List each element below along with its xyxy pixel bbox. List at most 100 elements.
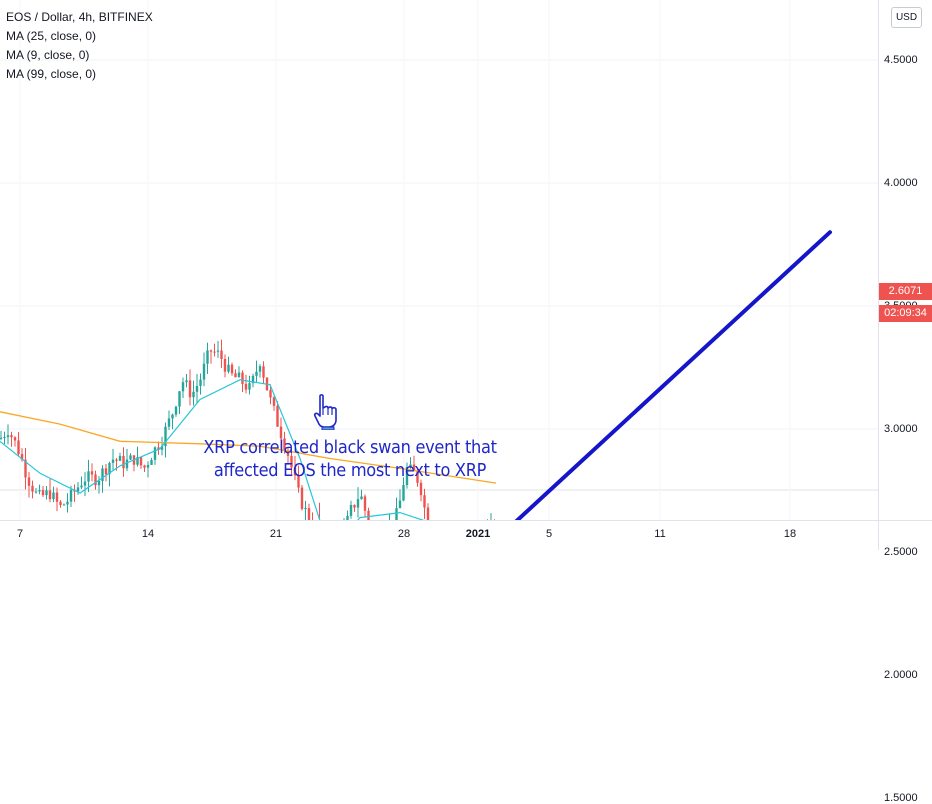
candle-down <box>115 459 118 461</box>
candle-up <box>202 363 206 380</box>
candle-up <box>129 455 132 460</box>
time-tick-label: 28 <box>397 528 411 540</box>
candle-up <box>136 457 139 465</box>
candle-down <box>279 426 283 439</box>
candle-up <box>45 490 48 496</box>
candle-down <box>94 474 97 486</box>
price-tick-label: 2.0000 <box>884 669 918 681</box>
candle-down <box>41 490 45 496</box>
candle-up <box>76 487 80 492</box>
candle-up <box>178 391 181 407</box>
ma-lines <box>0 379 497 554</box>
candle-up <box>87 471 90 482</box>
candle-down <box>412 464 416 471</box>
candle-up <box>111 459 115 463</box>
candle-down <box>59 501 62 505</box>
candle-up <box>206 350 209 364</box>
candle-up <box>395 508 398 527</box>
ma-25-line <box>0 379 497 554</box>
candle-up <box>164 426 167 447</box>
candle-down <box>300 487 304 509</box>
last-price-tag: 2.6071 <box>879 283 932 300</box>
candle-down <box>223 358 227 372</box>
candle-down <box>286 450 290 456</box>
chart-legend: EOS / Dollar, 4h, BITFINEX MA (25, close… <box>6 8 153 84</box>
candle-down <box>262 366 265 378</box>
candle-down <box>27 477 31 486</box>
annotation-text: XRP correlated black swan event that aff… <box>190 436 510 482</box>
candle-up <box>3 437 6 439</box>
candle-up <box>185 380 188 383</box>
candle-down <box>419 482 423 496</box>
currency-button[interactable]: USD <box>891 7 922 28</box>
candle-down <box>276 405 279 427</box>
candle-down <box>10 435 13 438</box>
candle-down <box>104 468 108 475</box>
candle-up <box>83 481 87 486</box>
price-axis[interactable] <box>878 0 932 520</box>
candle-down <box>90 471 94 475</box>
candle-down <box>363 496 367 511</box>
candle-down <box>220 350 223 359</box>
candle-down <box>48 490 52 500</box>
candle-down <box>283 438 286 451</box>
time-tick-label: 14 <box>141 528 155 540</box>
candle-down <box>426 507 430 534</box>
annotation-line-1: XRP correlated black swan event that <box>203 437 497 458</box>
candle-up <box>171 414 174 419</box>
candle-down <box>423 495 426 508</box>
pointing-hand-icon <box>313 394 337 430</box>
candle-up <box>52 492 55 500</box>
time-tick-label: 2021 <box>465 528 491 540</box>
candle-up <box>62 504 66 506</box>
time-axis[interactable] <box>0 520 878 550</box>
countdown-tag: 02:09:34 <box>879 305 932 322</box>
candle-down <box>244 383 248 390</box>
candle-down <box>293 467 297 476</box>
candle-up <box>97 480 101 486</box>
ma-99-line <box>0 411 497 484</box>
candle-up <box>108 462 111 475</box>
time-tick-label: 7 <box>16 528 24 540</box>
candle-up <box>160 446 164 450</box>
candle-up <box>360 496 363 500</box>
candle-down <box>272 397 276 406</box>
ma-99-label[interactable]: MA (99, close, 0) <box>6 67 97 81</box>
candle-up <box>227 364 230 372</box>
candle-down <box>213 351 216 353</box>
price-tick-label: 4.5000 <box>884 54 918 66</box>
candle-down <box>143 465 146 468</box>
candle-down <box>122 455 125 469</box>
candle-down <box>416 470 419 483</box>
candle-up <box>192 391 195 398</box>
axis-corner <box>878 520 932 550</box>
candle-down <box>139 457 143 466</box>
time-tick-label: 18 <box>783 528 797 540</box>
candle-up <box>195 385 199 392</box>
candle-up <box>255 371 258 376</box>
candle-up <box>6 435 10 438</box>
candle-down <box>269 390 272 398</box>
candle-up <box>409 464 412 468</box>
candle-down <box>290 455 293 468</box>
candle-down <box>353 504 356 508</box>
symbol-title[interactable]: EOS / Dollar, 4h, BITFINEX <box>6 10 153 24</box>
price-tick-label: 4.0000 <box>884 177 918 189</box>
candle-up <box>167 418 171 427</box>
ma-9-label[interactable]: MA (9, close, 0) <box>6 48 90 62</box>
candle-up <box>216 350 220 352</box>
candle-up <box>349 504 353 516</box>
candle-up <box>174 406 178 415</box>
candle-up <box>199 379 202 386</box>
candles <box>0 339 496 685</box>
candle-down <box>234 373 237 378</box>
ma-25-label[interactable]: MA (25, close, 0) <box>6 29 97 43</box>
price-tick-label: 1.5000 <box>884 792 918 804</box>
candle-up <box>66 501 69 505</box>
candle-down <box>307 508 311 524</box>
candle-down <box>241 372 244 384</box>
candle-up <box>405 467 409 486</box>
candle-up <box>125 459 129 469</box>
candle-up <box>237 372 241 378</box>
time-tick-label: 11 <box>654 528 666 540</box>
